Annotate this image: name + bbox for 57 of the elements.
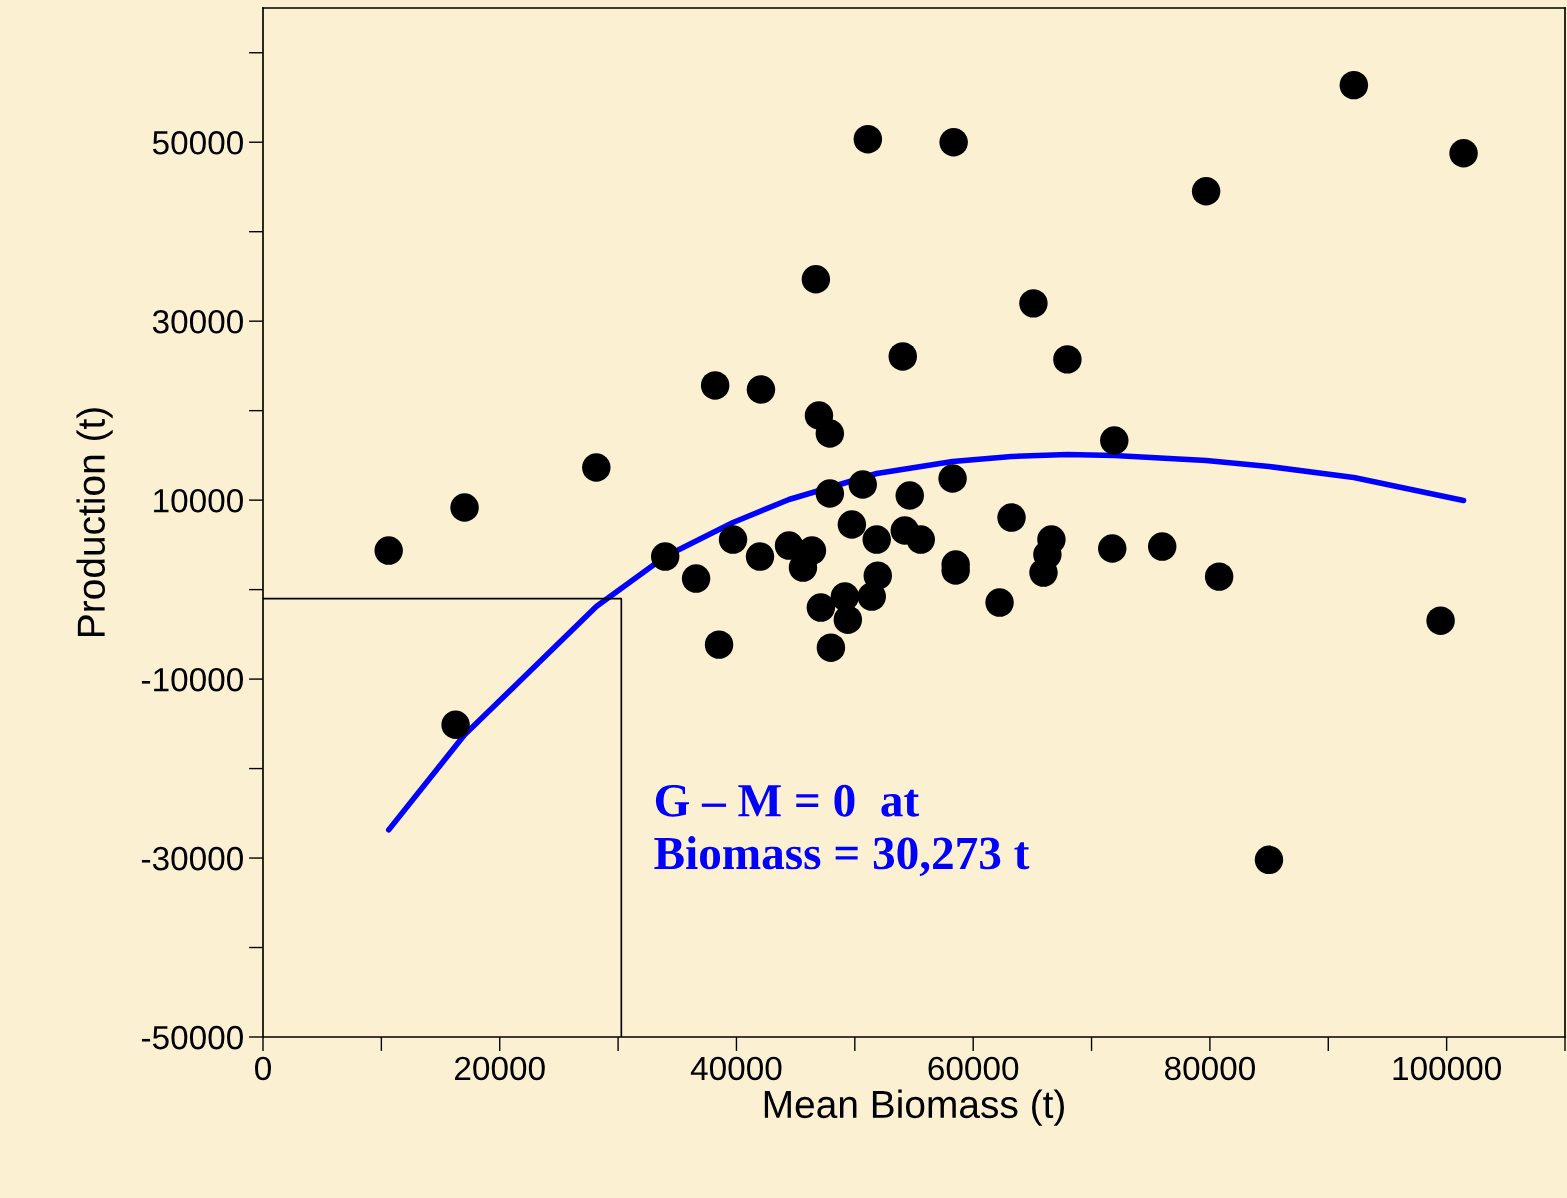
point: [837, 510, 867, 539]
y-tick-label: 30000: [152, 309, 243, 334]
x-tick-label: 60000: [928, 1056, 1019, 1081]
y-tick-label: 10000: [154, 488, 243, 513]
x-tick-label: 0: [255, 1056, 271, 1081]
x-tick-label: 80000: [1165, 1056, 1255, 1081]
y-tick-label: -10000: [141, 667, 243, 692]
point: [1037, 525, 1066, 554]
point: [1254, 845, 1284, 875]
y-tick-label: 50000: [152, 131, 243, 155]
y-axis-title: Production (t): [76, 408, 113, 637]
point: [441, 710, 470, 739]
point: [1426, 606, 1455, 635]
x-axis-title: Mean Biomass (t): [764, 1089, 1064, 1126]
point: [582, 453, 611, 482]
point: [816, 633, 846, 662]
point: [704, 630, 734, 659]
point: [853, 124, 883, 154]
point: [938, 464, 967, 493]
point: [888, 342, 917, 371]
point: [450, 493, 479, 522]
point: [1019, 289, 1048, 318]
point: [1100, 426, 1129, 455]
point: [815, 479, 845, 508]
point: [1098, 534, 1127, 563]
y-tick-label: -50000: [141, 1025, 243, 1050]
x-tick-label: 100000: [1393, 1056, 1501, 1081]
point: [997, 503, 1026, 532]
point: [650, 542, 680, 571]
point: [906, 525, 935, 554]
point: [1204, 562, 1234, 591]
point: [895, 481, 924, 510]
x-tick-label: 40000: [690, 1056, 782, 1081]
point: [718, 525, 748, 554]
point: [1339, 70, 1369, 100]
point: [681, 564, 711, 593]
point: [1053, 345, 1082, 374]
point: [848, 470, 877, 499]
point: [745, 542, 775, 571]
point: [806, 593, 836, 622]
annotation: G – M = 0 at Biomass = 30,273 t: [654, 784, 1030, 877]
point: [833, 605, 863, 634]
point: [985, 588, 1014, 617]
point: [700, 371, 730, 400]
point: [797, 536, 827, 565]
point: [939, 127, 968, 157]
point: [374, 536, 403, 565]
point: [801, 265, 831, 294]
y-tick-label: -30000: [141, 846, 243, 871]
point: [863, 561, 893, 590]
x-tick-label: 20000: [455, 1056, 545, 1081]
point: [1449, 138, 1478, 168]
point: [862, 525, 891, 554]
point: [1191, 177, 1221, 206]
point: [1147, 532, 1177, 561]
point: [746, 375, 776, 404]
point: [815, 419, 845, 448]
